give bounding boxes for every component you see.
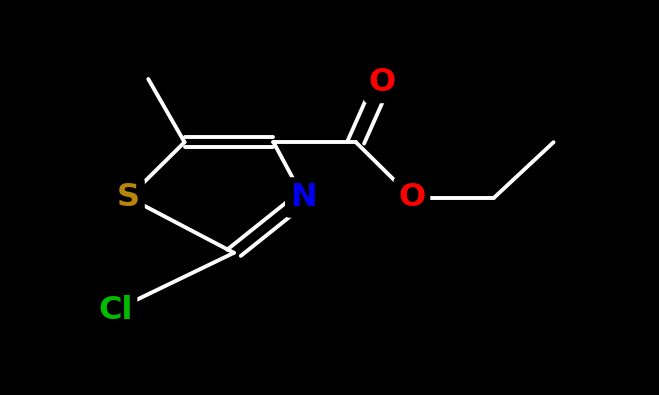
- Text: Cl: Cl: [98, 295, 132, 325]
- Text: O: O: [368, 68, 396, 98]
- Text: O: O: [398, 182, 426, 213]
- Text: N: N: [290, 182, 316, 213]
- Text: S: S: [117, 182, 140, 213]
